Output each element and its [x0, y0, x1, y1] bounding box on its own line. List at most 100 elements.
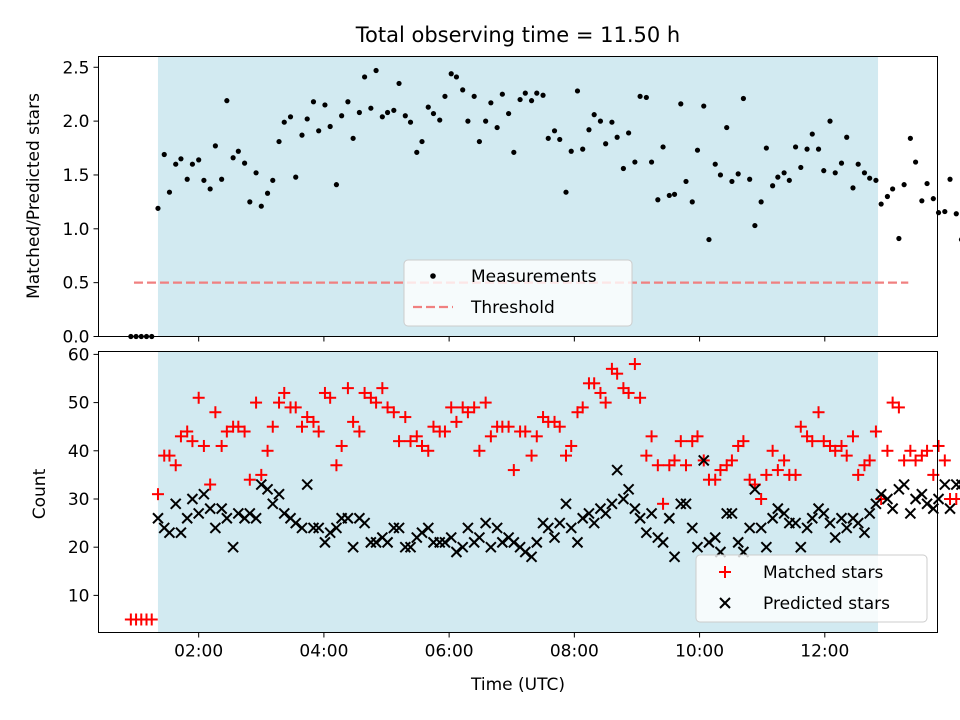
top-x-ticks: [198, 336, 826, 342]
x-tick-label: 04:00: [299, 642, 348, 662]
matched-stars-point: [169, 459, 182, 472]
matched-stars-point: [588, 377, 601, 390]
predicted-stars-point: [186, 493, 199, 505]
predicted-stars-point: [381, 536, 394, 549]
predicted-stars-point: [273, 488, 285, 500]
measurements-point: [310, 99, 317, 105]
matched-stars-point: [209, 406, 222, 419]
measurements-point: [264, 190, 271, 196]
matched-stars-point: [151, 488, 164, 501]
matched-stars-point: [468, 401, 481, 414]
top-legend: Measurements Threshold: [403, 259, 633, 327]
measurements-point: [694, 147, 701, 153]
matched-stars-point: [307, 415, 320, 428]
predicted-stars-point: [232, 507, 245, 520]
matched-stars-point: [909, 454, 922, 467]
matched-stars-point: [145, 613, 158, 626]
measurements-point: [901, 182, 907, 188]
matched-stars-point: [519, 425, 532, 438]
matched-stars-point: [422, 444, 435, 457]
matched-stars-point: [215, 439, 228, 452]
measurements-point: [333, 182, 340, 188]
measurements-point: [867, 175, 873, 181]
predicted-stars-point: [886, 502, 899, 515]
legend-matched-marker: [719, 566, 731, 578]
measurements-point: [425, 104, 431, 110]
predicted-stars-point: [898, 478, 910, 491]
matched-stars-point: [525, 449, 538, 462]
matched-stars-point: [163, 449, 176, 462]
matched-stars-point: [553, 420, 566, 433]
measurements-point: [448, 71, 454, 77]
bottom-x-axis: 02:00 04:00 06:00 08:00 10:00 12:00: [174, 632, 849, 662]
predicted-stars-point: [163, 527, 176, 539]
measurements-point: [689, 199, 695, 205]
measurements-point: [792, 144, 799, 150]
predicted-stars-point: [439, 536, 451, 549]
measurements-point: [506, 110, 512, 117]
matched-stars-point: [427, 420, 440, 433]
measurements-point: [339, 113, 345, 119]
bottom-axes-frame: [98, 351, 938, 633]
legend-matched-label: Matched stars: [763, 563, 883, 583]
measurements-point: [384, 109, 391, 116]
measurements-point: [671, 191, 678, 197]
matched-stars-point: [250, 396, 263, 409]
measurements-point: [253, 170, 259, 176]
matched-stars-point: [335, 439, 348, 452]
measurements-point: [270, 177, 276, 183]
measurements-point: [907, 135, 913, 141]
predicted-stars-point: [548, 531, 561, 544]
measurements-point: [637, 93, 643, 99]
measurements-point: [345, 99, 351, 105]
matched-stars-point: [755, 492, 768, 505]
matched-stars-point: [645, 430, 658, 443]
predicted-stars-point: [496, 536, 509, 549]
predicted-stars-point: [519, 546, 532, 558]
predicted-stars-point: [296, 522, 308, 534]
predicted-stars-point: [170, 498, 182, 510]
matched-stars-point: [393, 435, 406, 448]
predicted-stars-point: [743, 522, 756, 534]
matched-stars-point: [886, 396, 899, 409]
predicted-stars-point: [221, 512, 233, 524]
predicted-stars-point: [261, 483, 274, 496]
x-tick-label: 08:00: [550, 642, 599, 662]
matched-stars-point: [714, 464, 727, 477]
predicted-stars-point: [404, 541, 417, 553]
measurements-point: [207, 186, 213, 192]
measurements-point: [368, 105, 374, 111]
matched-stars-point: [921, 444, 934, 457]
matched-stars-point: [898, 454, 911, 467]
predicted-stars-point: [909, 493, 922, 505]
predicted-stars-point: [319, 536, 331, 549]
predicted-stars-point: [955, 478, 960, 491]
matched-stars-point: [640, 449, 653, 462]
y-tick-label: 40: [68, 442, 90, 462]
matched-stars-point: [507, 464, 520, 477]
measurements-point: [609, 119, 615, 125]
matched-stars-point: [932, 439, 945, 452]
measurements-point: [614, 134, 620, 140]
matched-stars-point: [484, 430, 497, 443]
measurements-point: [919, 198, 925, 204]
matched-stars-point: [737, 435, 750, 448]
predicted-stars-point: [393, 522, 405, 534]
matched-stars-point: [530, 430, 543, 443]
measurements-point: [603, 141, 609, 147]
y-tick-label: 60: [68, 345, 90, 365]
measurements-point: [947, 176, 953, 182]
matched-stars-point: [312, 425, 325, 438]
measurements-point: [832, 170, 838, 176]
predicted-stars-point: [462, 522, 474, 534]
predicted-stars-point: [921, 498, 933, 510]
measurements-point: [781, 170, 787, 176]
predicted-stars-point: [250, 512, 262, 524]
y-tick-label: 1.0: [62, 220, 89, 240]
measurements-point: [407, 119, 414, 125]
predicted-stars-point: [944, 502, 956, 515]
top-plot-area: [128, 67, 960, 340]
figure-title: Total observing time = 11.50 h: [355, 23, 680, 47]
matched-stars-point: [904, 444, 917, 457]
predicted-stars-point: [152, 512, 164, 524]
